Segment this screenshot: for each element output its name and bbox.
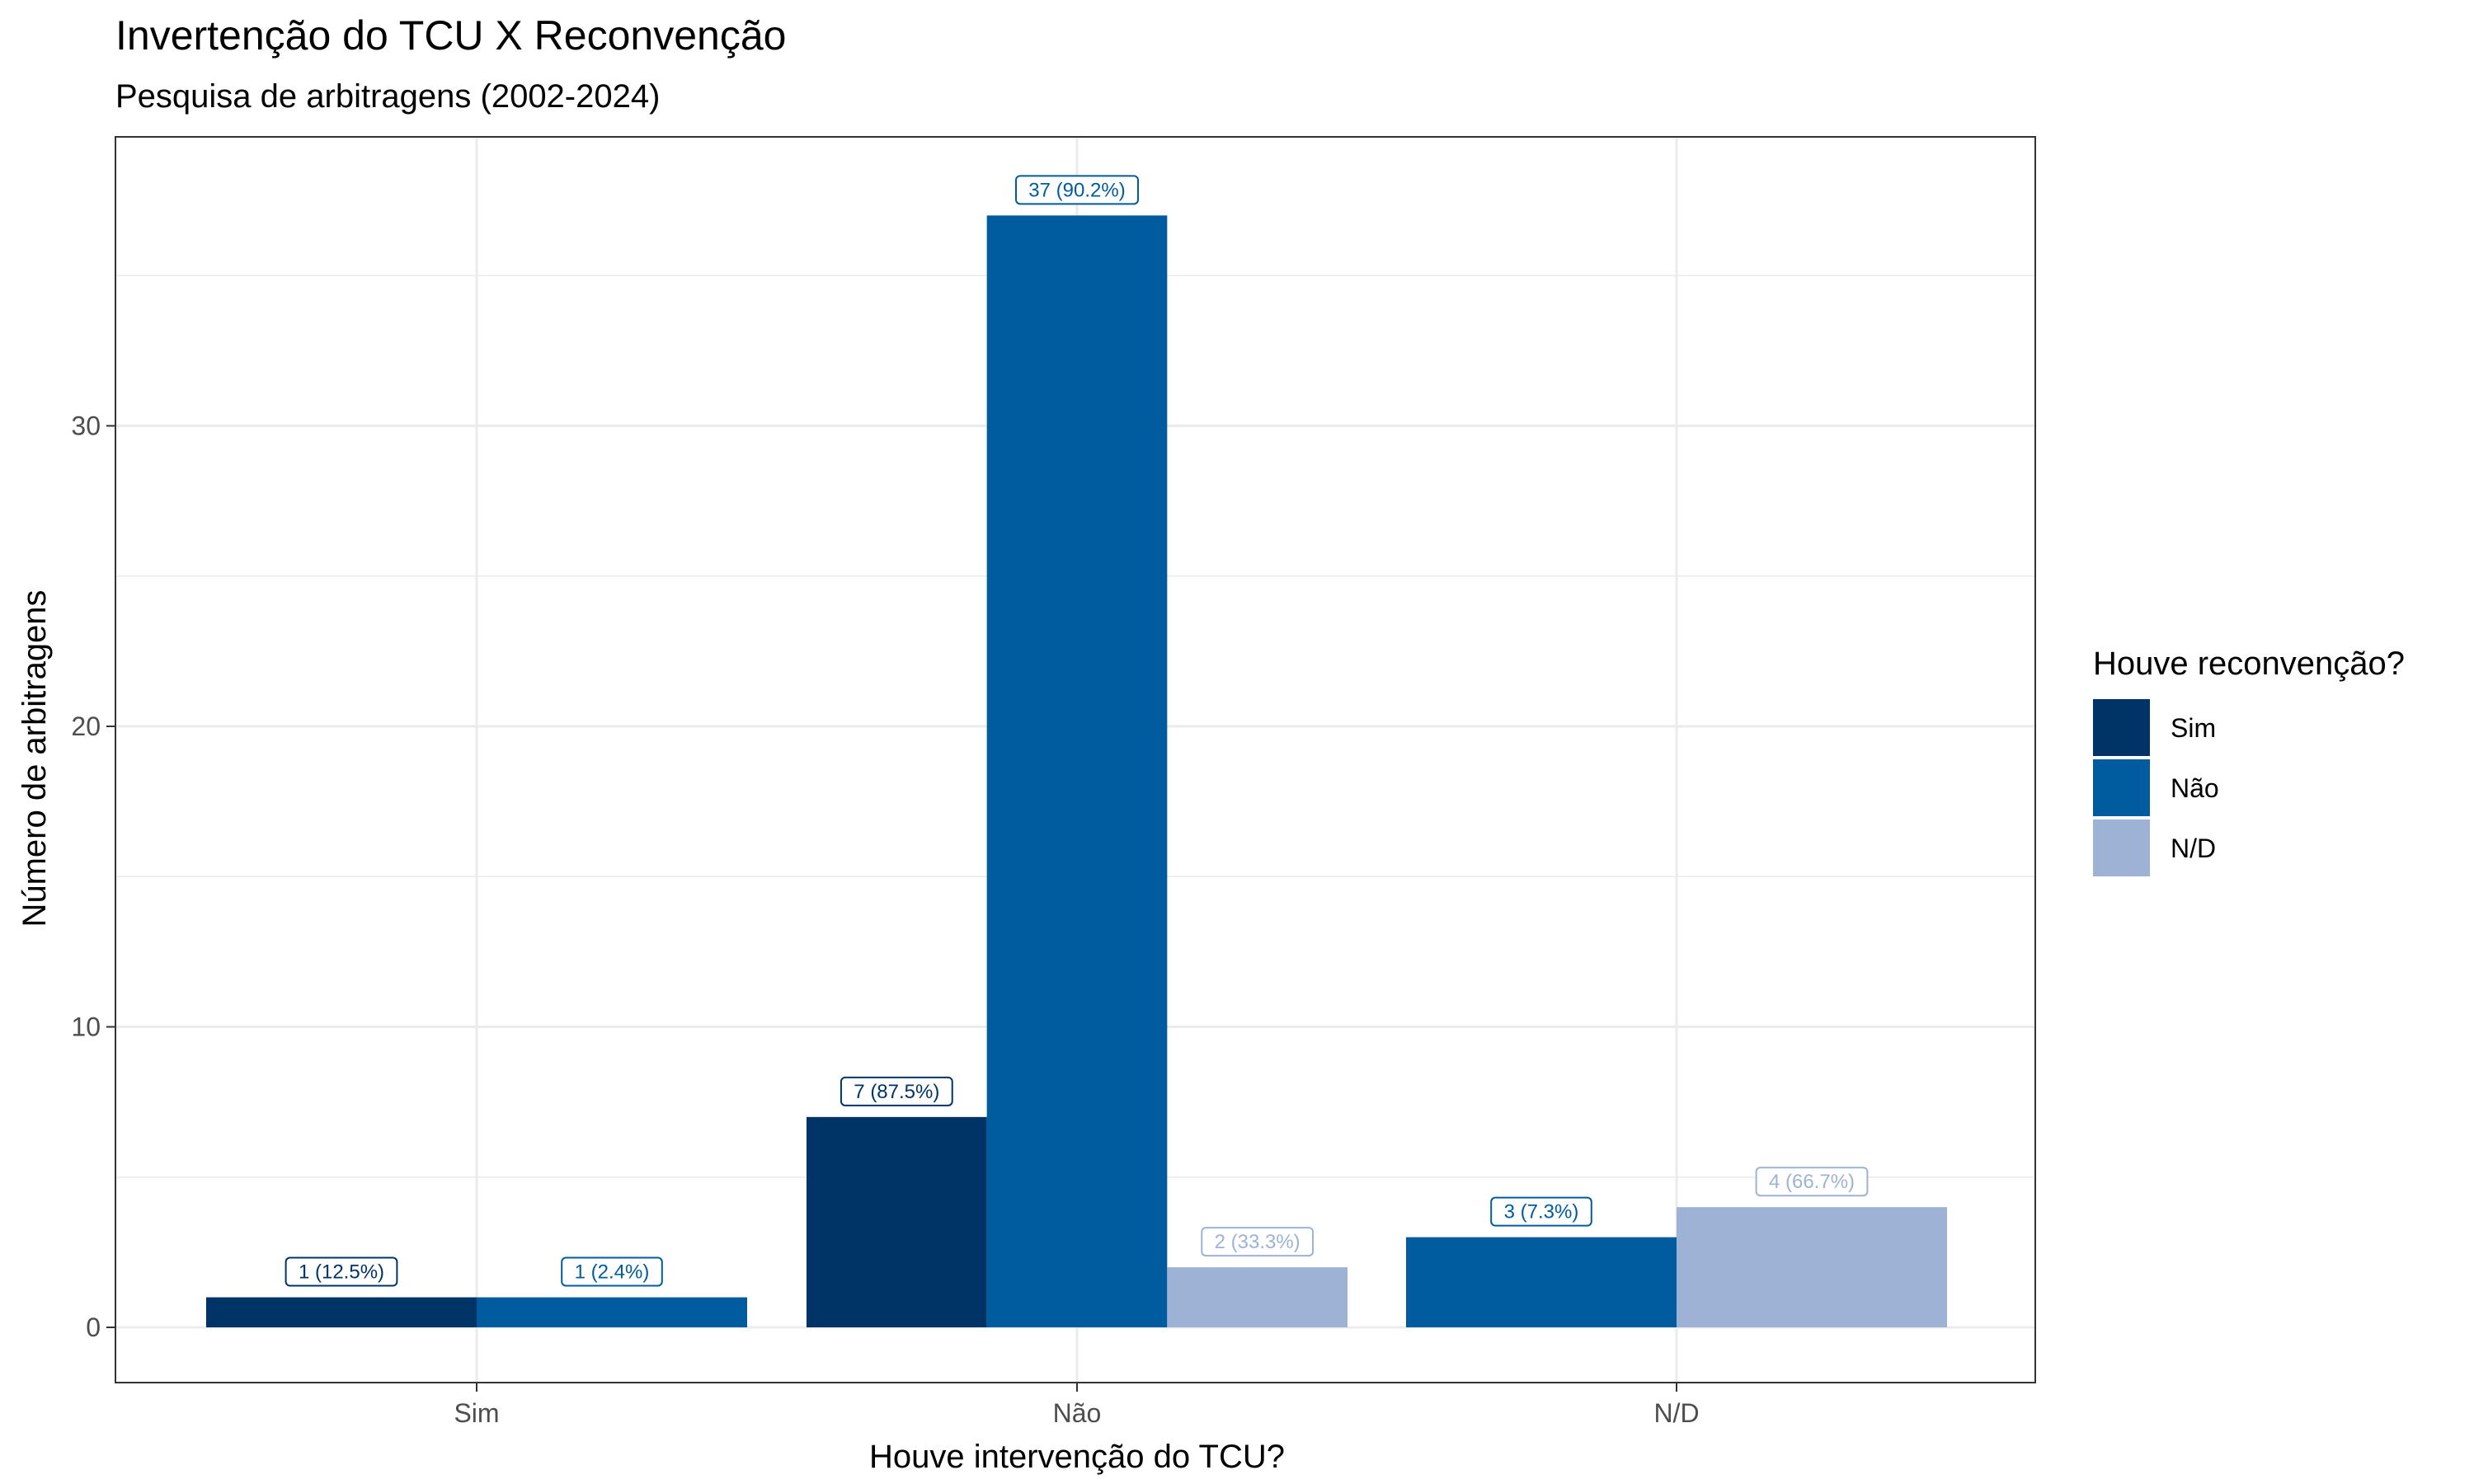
- y-axis-title: Número de arbitragens: [16, 589, 53, 927]
- data-label-box: [1755, 1167, 1869, 1197]
- legend-label: N/D: [2171, 834, 2216, 863]
- data-label: 2 (33.3%): [1215, 1231, 1300, 1253]
- bar-no-sim: [807, 1116, 987, 1327]
- x-axis: Sim Não N/D: [454, 1383, 1700, 1428]
- data-labels-group: 1 (12.5%) 1 (2.4%) 7 (87.5%) 37 (90.2%) 2 (3…: [285, 175, 1869, 1287]
- data-label-box: [285, 1256, 398, 1287]
- plot-border: [115, 136, 2036, 1383]
- bar-sim-sim: [206, 1297, 477, 1327]
- bar-no-no: [986, 215, 1168, 1328]
- bar-nd-nd: [1677, 1207, 1947, 1327]
- y-tick-label: 30: [71, 411, 101, 441]
- legend-key-sim: [2093, 699, 2150, 756]
- data-label: 3 (7.3%): [1504, 1201, 1579, 1223]
- bar-nd-no: [1406, 1237, 1677, 1327]
- y-tick-label: 20: [71, 711, 101, 741]
- data-label-box: [840, 1076, 953, 1106]
- x-tick-label: Não: [1053, 1398, 1102, 1428]
- y-tick-label: 0: [86, 1313, 101, 1342]
- legend-label: Sim: [2171, 713, 2216, 743]
- legend-key-no: [2093, 759, 2150, 816]
- bar-no-nd: [1167, 1267, 1348, 1327]
- bars-group: [206, 215, 1947, 1328]
- data-label: 1 (2.4%): [575, 1261, 650, 1284]
- data-label-box: [1490, 1196, 1592, 1227]
- data-label-box: [561, 1256, 663, 1287]
- x-tick-label: Sim: [454, 1398, 499, 1428]
- chart-title: Invertenção do TCU X Reconvenção: [115, 12, 786, 59]
- data-label: 7 (87.5%): [854, 1081, 939, 1103]
- data-label: 4 (66.7%): [1769, 1171, 1855, 1193]
- data-label: 1 (12.5%): [299, 1261, 384, 1284]
- legend-key-nd: [2093, 819, 2150, 876]
- y-tick-label: 10: [71, 1012, 101, 1042]
- bar-sim-no: [477, 1297, 747, 1327]
- data-label-box: [1201, 1227, 1315, 1257]
- legend: Houve reconvenção? Sim Não N/D: [2093, 646, 2405, 876]
- legend-title: Houve reconvenção?: [2093, 646, 2405, 682]
- chart-subtitle: Pesquisa de arbitragens (2002-2024): [115, 78, 660, 115]
- data-label-box: [1015, 175, 1139, 205]
- x-tick-label: N/D: [1653, 1398, 1699, 1428]
- x-axis-title: Houve intervenção do TCU?: [869, 1439, 1285, 1475]
- data-label: 37 (90.2%): [1028, 179, 1125, 201]
- legend-label: Não: [2171, 773, 2219, 803]
- y-axis: 0 10 20 30: [71, 411, 115, 1342]
